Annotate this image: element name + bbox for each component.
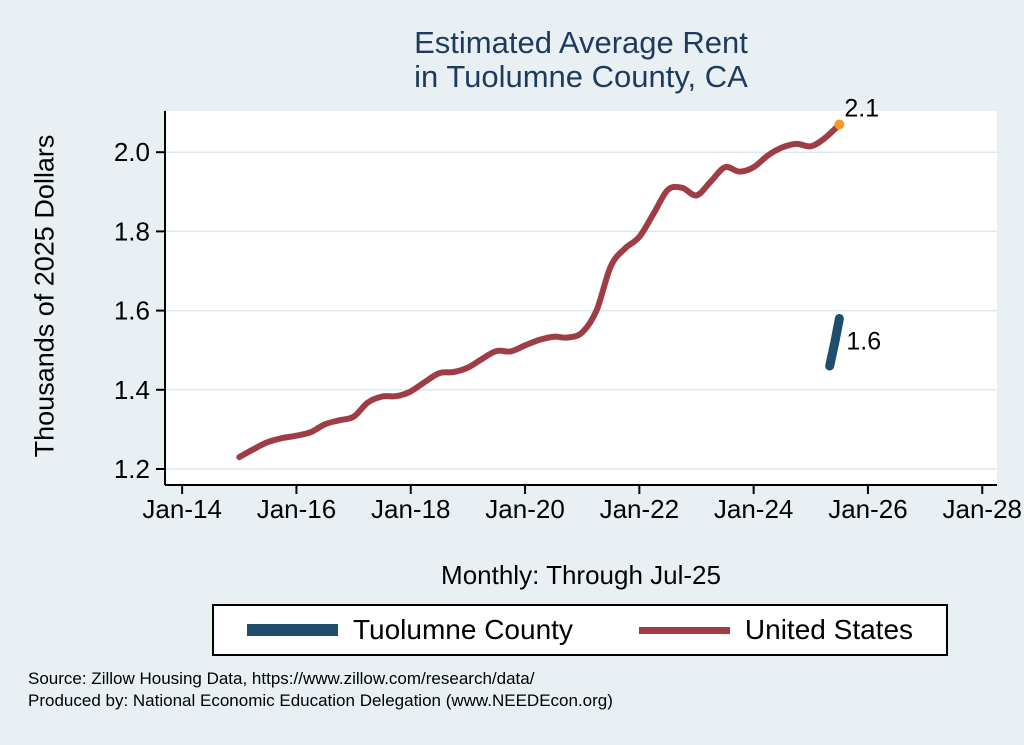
x-tick-label: Jan-26 [828, 494, 908, 524]
x-tick-label: Jan-22 [600, 494, 680, 524]
plot-group: 1.2 1.4 1.6 1.8 2.0 Jan-14 Jan-16 Jan-18 Jan-20 J… [114, 94, 1022, 524]
x-tick-label: Jan-24 [714, 494, 794, 524]
tuolumne-county-line-value-label: 1.6 [846, 328, 881, 356]
x-axis-subtitle: Monthly: Through Jul-25 [441, 560, 721, 590]
us-line-swatch [638, 626, 730, 634]
chart-title-line1: Estimated Average Rent [414, 25, 748, 60]
chart-title-line2: in Tuolumne County, CA [414, 59, 748, 94]
endpoint-marker [834, 119, 845, 130]
x-tick-label: Jan-14 [142, 494, 222, 524]
tuolumne-line-swatch [246, 624, 338, 636]
legend-label-tuolumne: Tuolumne County [352, 614, 573, 645]
plot-background [165, 111, 997, 485]
source-line: Source: Zillow Housing Data, https://www… [28, 669, 535, 688]
legend-entry-tuolumne: Tuolumne County [246, 614, 573, 646]
x-tick-label: Jan-28 [942, 494, 1022, 524]
x-tick-label: Jan-16 [257, 494, 337, 524]
united-states-line-value-label: 2.1 [844, 94, 879, 122]
legend: Tuolumne County United States [212, 604, 948, 656]
united-states-line [236, 121, 843, 461]
x-tick-label: Jan-18 [371, 494, 451, 524]
y-tick-label: 1.4 [114, 375, 150, 405]
tuolumne-county-line [825, 314, 844, 371]
y-tick-label: 2.0 [114, 137, 150, 167]
produced-by-line: Produced by: National Economic Education… [28, 691, 613, 710]
legend-entry-us: United States [638, 614, 914, 646]
y-tick-label: 1.6 [114, 296, 150, 326]
x-tick-label: Jan-20 [485, 494, 565, 524]
legend-label-us: United States [744, 614, 914, 645]
chart-title: Estimated Average Rent in Tuolumne Count… [165, 26, 997, 94]
y-tick-label: 1.2 [114, 454, 150, 484]
source-notes: Source: Zillow Housing Data, https://www… [28, 668, 1008, 712]
y-tick-label: 1.8 [114, 216, 150, 246]
